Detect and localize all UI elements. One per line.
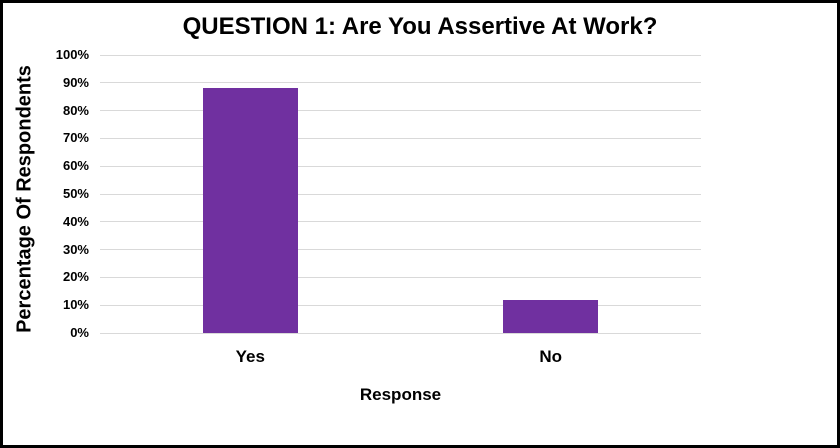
gridline [100,304,701,306]
gridline [100,110,701,112]
y-tick-label: 40% [62,213,89,229]
chart-title: QUESTION 1: Are You Assertive At Work? [182,13,658,40]
gridline [100,54,701,56]
gridline [100,276,701,278]
bar-no [503,299,599,333]
y-tick-label: 30% [62,241,89,257]
x-tick-label-yes: Yes [235,347,265,366]
x-tick-label-no: No [539,347,563,366]
y-tick-label: 50% [62,186,89,201]
y-tick-label: 10% [62,297,89,313]
y-tick-label: 80% [62,102,89,118]
gridline [100,137,701,139]
gridline [100,249,701,251]
y-tick-label: 0% [70,325,89,340]
gridline [100,332,701,334]
y-tick-label: 20% [62,269,89,285]
gridline [100,193,701,195]
y-tick-label: 100% [55,47,89,62]
gridline [100,221,701,223]
y-tick-label: 60% [62,158,89,174]
y-tick-label: 70% [62,130,89,146]
bar-yes [202,88,298,333]
x-axis-title: Response [359,385,442,404]
gridline [100,82,701,84]
plot-area [100,54,701,334]
y-tick-label: 90% [62,74,89,90]
gridline [100,165,701,167]
